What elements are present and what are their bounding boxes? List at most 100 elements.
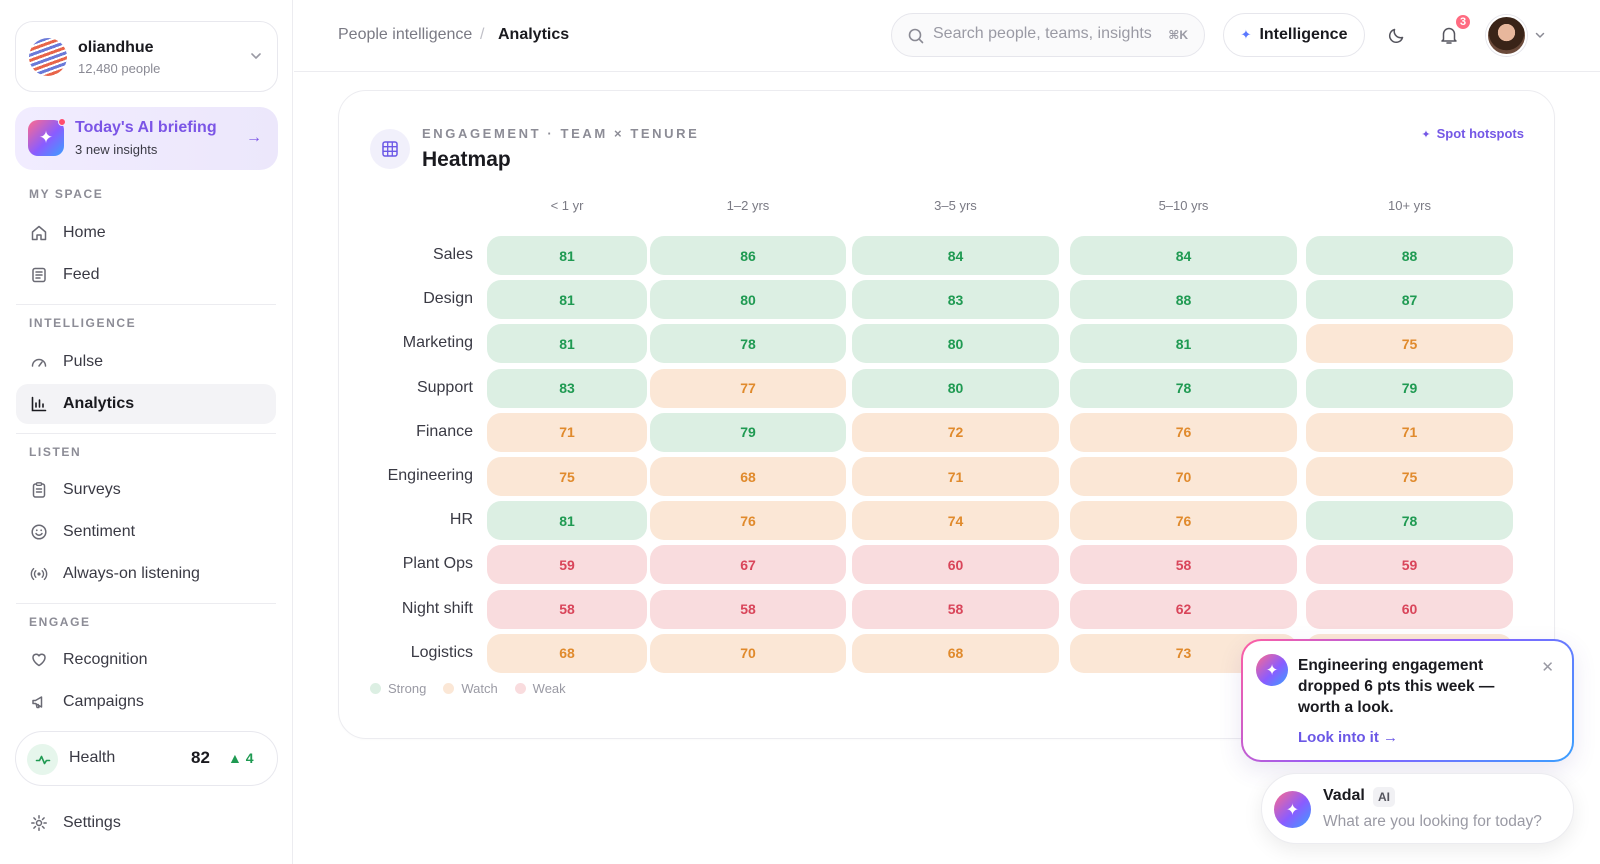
sidebar-item-settings[interactable]: Settings xyxy=(16,803,276,843)
toast-message: Engineering engagement dropped 6 pts thi… xyxy=(1298,657,1495,716)
sidebar-item-campaigns[interactable]: Campaigns xyxy=(16,682,276,722)
sidebar-item-label: Always-on listening xyxy=(63,565,200,582)
assistant-launcher[interactable]: ✦ Vadal AI xyxy=(1261,773,1574,844)
sidebar-item-pulse[interactable]: Pulse xyxy=(16,342,276,382)
briefing-title: Today's AI briefing xyxy=(75,119,217,136)
sidebar-item-analytics[interactable]: Analytics xyxy=(16,384,276,424)
unread-dot xyxy=(58,118,66,126)
heatmap-cell[interactable]: 75 xyxy=(487,457,647,496)
sidebar-item-label: Sentiment xyxy=(63,523,136,540)
close-icon[interactable]: ✕ xyxy=(1541,659,1554,676)
heatmap-cell[interactable]: 59 xyxy=(1306,545,1513,585)
heatmap-cell[interactable]: 81 xyxy=(1070,324,1297,364)
row-label: Night shift xyxy=(401,599,473,617)
heatmap-cell[interactable]: 79 xyxy=(1306,368,1513,408)
sidebar-item-feed[interactable]: Feed xyxy=(16,255,276,295)
heatmap-cell[interactable]: 58 xyxy=(487,589,647,629)
heatmap-cell[interactable]: 88 xyxy=(1306,236,1513,275)
heatmap-cell[interactable]: 58 xyxy=(650,589,846,629)
sidebar-item-label: Campaigns xyxy=(63,693,144,710)
heatmap-cell[interactable]: 83 xyxy=(487,368,647,408)
workspace-switcher[interactable]: oliandhue 12,480 people xyxy=(15,21,278,92)
sidebar-item-label: Analytics xyxy=(63,395,135,412)
keyboard-shortcut: ⌘K xyxy=(1168,28,1188,42)
heatmap-cell[interactable]: 72 xyxy=(852,412,1059,452)
heatmap-cell[interactable]: 81 xyxy=(487,501,647,541)
heatmap-cell[interactable]: 68 xyxy=(650,457,846,496)
sidebar-item-home[interactable]: Home xyxy=(16,213,276,253)
heatmap-cell[interactable]: 60 xyxy=(1306,589,1513,629)
legend-label: Strong xyxy=(388,681,427,696)
heatmap-cell[interactable]: 88 xyxy=(1070,280,1297,320)
chevron-down-icon[interactable] xyxy=(1534,29,1546,41)
heatmap-cell[interactable]: 58 xyxy=(852,589,1059,629)
heatmap-cell[interactable]: 78 xyxy=(1306,501,1513,541)
heatmap-cell[interactable]: 76 xyxy=(1070,412,1297,452)
search-input[interactable] xyxy=(933,25,1163,43)
look-into-it-link[interactable]: Look into it → xyxy=(1298,729,1398,746)
heatmap-cell[interactable]: 80 xyxy=(852,324,1059,364)
megaphone-icon xyxy=(29,692,49,712)
sidebar-item-surveys[interactable]: Surveys xyxy=(16,470,276,510)
heatmap-cell[interactable]: 76 xyxy=(1070,501,1297,541)
sparkle-icon: ✦ xyxy=(1256,654,1288,686)
heatmap-cell[interactable]: 81 xyxy=(487,280,647,320)
spot-hotspots-button[interactable]: ✦ Spot hotspots xyxy=(1421,126,1524,141)
moon-icon[interactable] xyxy=(1387,25,1407,45)
heatmap-cell[interactable]: 74 xyxy=(852,501,1059,541)
heatmap-cell[interactable]: 60 xyxy=(852,545,1059,585)
search-bar[interactable]: ⌘K xyxy=(891,13,1205,57)
clipboard-icon xyxy=(29,480,49,500)
heatmap-cell[interactable]: 71 xyxy=(1306,412,1513,452)
heatmap-cell[interactable]: 81 xyxy=(487,236,647,275)
sidebar-item-recognition[interactable]: Recognition xyxy=(16,640,276,680)
heatmap-cell[interactable]: 81 xyxy=(487,324,647,364)
heatmap-cell[interactable]: 67 xyxy=(650,545,846,585)
heatmap-legend: Strong Watch Weak xyxy=(370,681,583,696)
section-label-my-space: MY SPACE xyxy=(29,187,104,201)
heatmap-cell[interactable]: 87 xyxy=(1306,280,1513,320)
heatmap-cell[interactable]: 71 xyxy=(852,457,1059,496)
health-score-card[interactable]: Health 82 ▲ 4 xyxy=(15,731,278,786)
column-header: < 1 yr xyxy=(550,198,584,213)
feed-icon xyxy=(29,265,49,285)
heatmap-cell[interactable]: 84 xyxy=(1070,236,1297,275)
heatmap-cell[interactable]: 70 xyxy=(650,633,846,673)
heatmap-cell[interactable]: 59 xyxy=(487,545,647,585)
heatmap-cell[interactable]: 62 xyxy=(1070,589,1297,629)
card-kicker: ENGAGEMENT · TEAM × TENURE xyxy=(422,126,700,141)
heatmap-cell[interactable]: 77 xyxy=(650,368,846,408)
heatmap-cell[interactable]: 79 xyxy=(650,412,846,452)
legend-item-weak: Weak xyxy=(514,681,566,696)
heatmap-cell[interactable]: 86 xyxy=(650,236,846,275)
heatmap-cell[interactable]: 70 xyxy=(1070,457,1297,496)
ai-briefing-card[interactable]: ✦ Today's AI briefing 3 new insights → xyxy=(15,107,278,170)
divider xyxy=(16,603,276,604)
row-label: Logistics xyxy=(410,643,473,661)
row-label: Marketing xyxy=(402,334,473,352)
heatmap-cell[interactable]: 84 xyxy=(852,236,1059,275)
heatmap-cell[interactable]: 78 xyxy=(650,324,846,364)
heatmap-cell[interactable]: 75 xyxy=(1306,324,1513,364)
heatmap-cell[interactable]: 58 xyxy=(1070,545,1297,585)
heatmap-cell[interactable]: 68 xyxy=(487,633,647,673)
heatmap-cell[interactable]: 71 xyxy=(487,412,647,452)
section-label-listen: LISTEN xyxy=(29,445,82,459)
heatmap-cell[interactable]: 80 xyxy=(650,280,846,320)
heart-hand-icon xyxy=(29,650,49,670)
sidebar-item-always-on-listening[interactable]: Always-on listening xyxy=(16,554,276,594)
sidebar-item-label: Home xyxy=(63,224,106,241)
intelligence-button[interactable]: ✦ Intelligence xyxy=(1223,13,1365,57)
breadcrumb-people-intelligence[interactable]: People intelligence xyxy=(338,26,473,43)
assistant-input[interactable] xyxy=(1323,813,1563,831)
avatar[interactable] xyxy=(1486,15,1527,56)
heatmap-cell[interactable]: 83 xyxy=(852,280,1059,320)
sidebar-item-label: Feed xyxy=(63,266,100,283)
heatmap-cell[interactable]: 76 xyxy=(650,501,846,541)
heatmap-cell[interactable]: 75 xyxy=(1306,457,1513,496)
heatmap-cell[interactable]: 68 xyxy=(852,633,1059,673)
heatmap-cell[interactable]: 78 xyxy=(1070,368,1297,408)
sidebar-item-sentiment[interactable]: Sentiment xyxy=(16,512,276,552)
heatmap-cell[interactable]: 80 xyxy=(852,368,1059,408)
bell-icon[interactable] xyxy=(1438,24,1460,46)
